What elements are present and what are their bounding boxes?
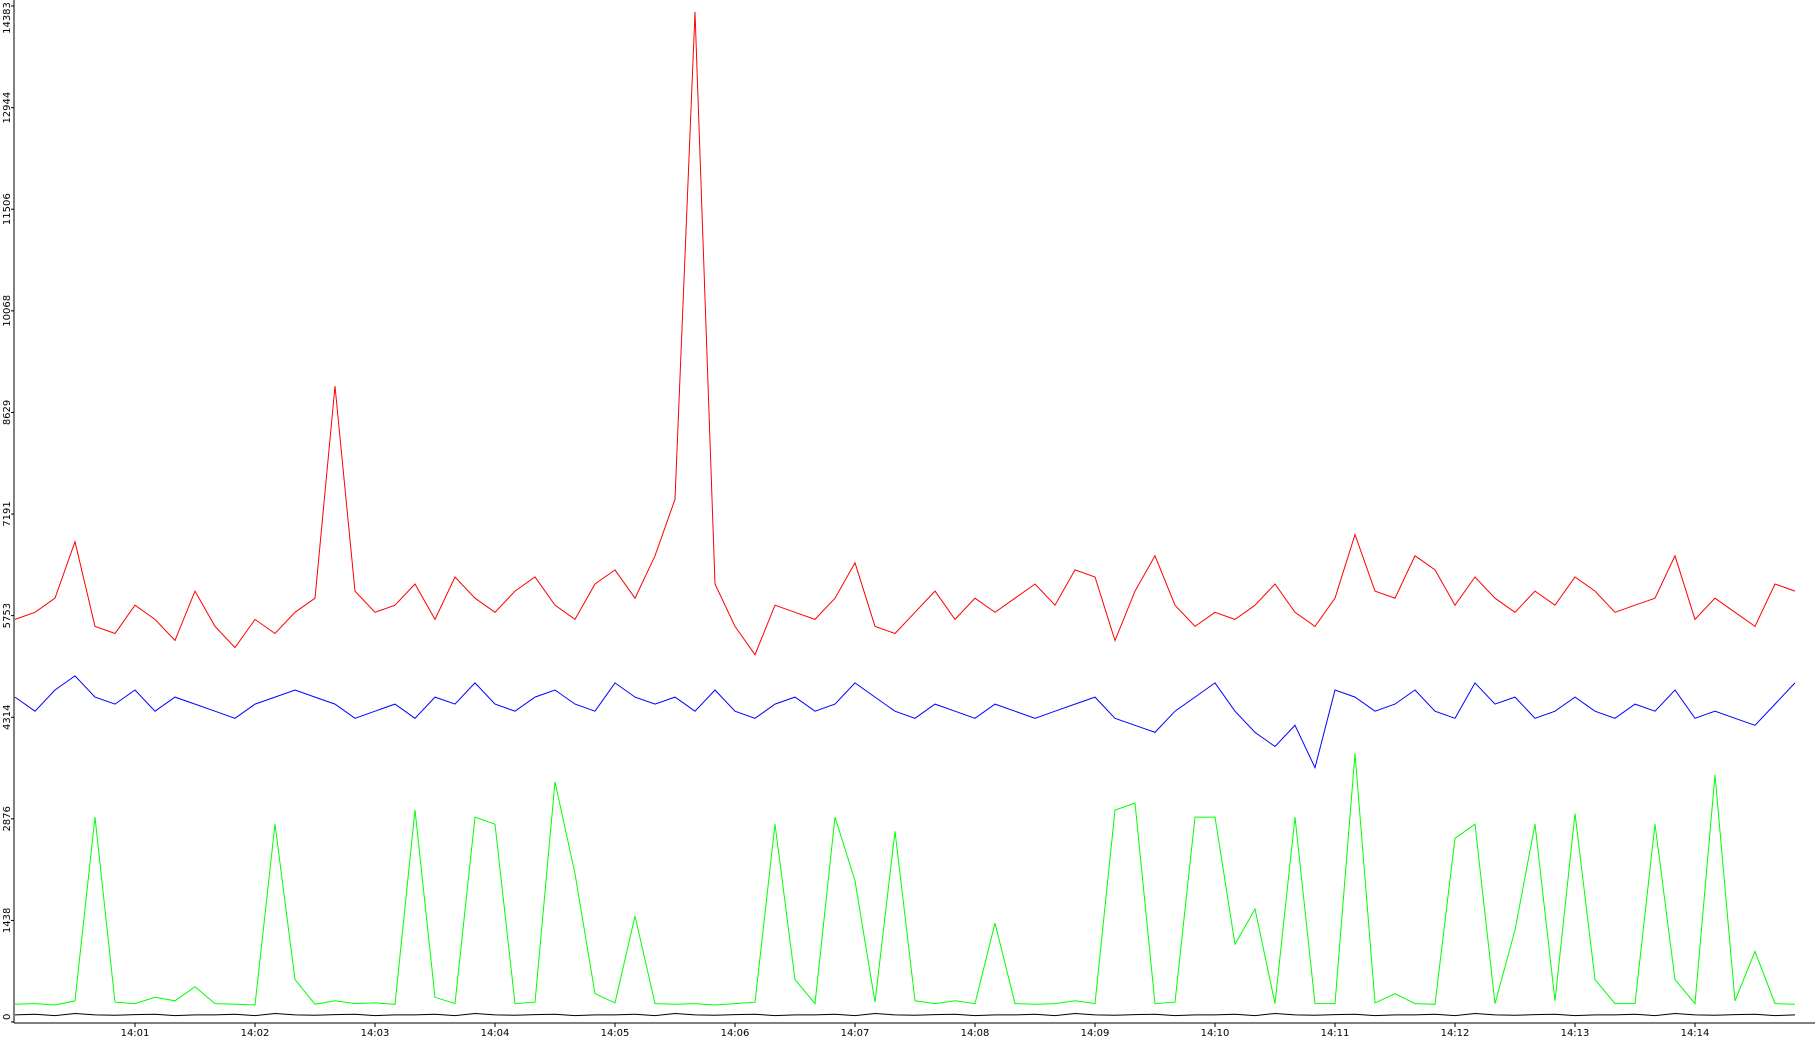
x-tick-label: 14:13 <box>1561 1028 1590 1039</box>
y-tick-label: 0 <box>2 1014 13 1020</box>
y-tick-label: 7191 <box>2 501 13 526</box>
x-tick-label: 14:08 <box>961 1028 990 1039</box>
x-tick-label: 14:05 <box>601 1028 630 1039</box>
x-tick-label: 14:03 <box>361 1028 390 1039</box>
series-line <box>14 753 1796 1006</box>
x-tick-label: 14:11 <box>1321 1028 1350 1039</box>
x-tick-label: 14:04 <box>481 1028 510 1039</box>
y-tick-label: 11506 <box>2 193 13 225</box>
y-tick-label: 12944 <box>2 92 13 124</box>
y-tick-label: 8629 <box>2 400 13 425</box>
y-tick-label: 1438 <box>2 908 13 933</box>
y-tick-label: 5753 <box>2 603 13 628</box>
x-tick-label: 14:01 <box>121 1028 150 1039</box>
series-line <box>14 1012 1796 1017</box>
x-tick-label: 14:07 <box>841 1028 870 1039</box>
y-tick-label: 14383 <box>2 2 13 34</box>
series-line <box>14 11 1796 656</box>
x-tick-label: 14:12 <box>1441 1028 1470 1039</box>
y-tick-label: 2876 <box>2 806 13 831</box>
y-tick-label: 10068 <box>2 295 13 327</box>
x-tick-label: 14:14 <box>1681 1028 1710 1039</box>
y-tick-label: 4314 <box>2 705 13 730</box>
x-tick-label: 14:10 <box>1201 1028 1230 1039</box>
x-tick-label: 14:02 <box>241 1028 270 1039</box>
x-tick-label: 14:06 <box>721 1028 750 1039</box>
series-line <box>14 675 1796 770</box>
x-tick-label: 14:09 <box>1081 1028 1110 1039</box>
